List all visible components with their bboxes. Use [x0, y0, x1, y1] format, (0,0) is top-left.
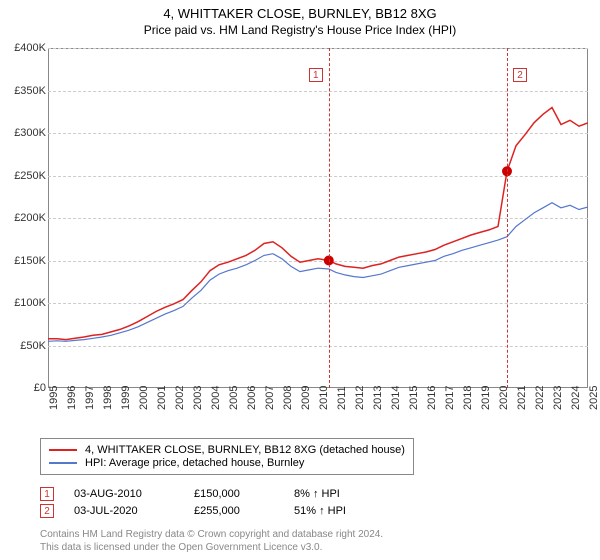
x-axis-tick: 2013: [372, 386, 384, 410]
page-subtitle: Price paid vs. HM Land Registry's House …: [0, 23, 600, 37]
page-title: 4, WHITTAKER CLOSE, BURNLEY, BB12 8XG: [0, 6, 600, 21]
x-axis-tick: 1999: [120, 386, 132, 410]
x-axis-tick: 2017: [444, 386, 456, 410]
sale-marker-label: 1: [309, 68, 323, 82]
y-axis-tick: £400K: [14, 42, 46, 54]
x-axis-tick: 2006: [246, 386, 258, 410]
x-axis-tick: 2018: [462, 386, 474, 410]
x-axis-tick: 2009: [300, 386, 312, 410]
x-axis-tick: 1995: [48, 386, 60, 410]
x-axis-tick: 1997: [84, 386, 96, 410]
x-axis-tick: 2001: [156, 386, 168, 410]
x-axis-tick: 2022: [534, 386, 546, 410]
y-axis-tick: £200K: [14, 212, 46, 224]
y-axis-tick: £0: [34, 382, 46, 394]
footer-line: Contains HM Land Registry data © Crown c…: [40, 528, 383, 541]
sale-marker-label: 2: [513, 68, 527, 82]
y-axis-tick: £50K: [20, 340, 46, 352]
sale-badge: 2: [40, 504, 54, 518]
x-axis-tick: 2002: [174, 386, 186, 410]
x-axis-tick: 2021: [516, 386, 528, 410]
x-axis-tick: 2023: [552, 386, 564, 410]
y-axis-tick: £100K: [14, 297, 46, 309]
sale-date: 03-JUL-2020: [74, 505, 174, 517]
chart-legend: 4, WHITTAKER CLOSE, BURNLEY, BB12 8XG (d…: [40, 438, 414, 475]
sale-row: 1 03-AUG-2010 £150,000 8% ↑ HPI: [40, 487, 394, 501]
x-axis-tick: 2012: [354, 386, 366, 410]
sale-date: 03-AUG-2010: [74, 488, 174, 500]
x-axis-tick: 1998: [102, 386, 114, 410]
legend-item: 4, WHITTAKER CLOSE, BURNLEY, BB12 8XG (d…: [49, 444, 405, 456]
x-axis-tick: 2003: [192, 386, 204, 410]
x-axis-tick: 2005: [228, 386, 240, 410]
y-axis-tick: £150K: [14, 255, 46, 267]
y-axis-tick: £300K: [14, 127, 46, 139]
sale-price: £150,000: [194, 488, 274, 500]
legend-item: HPI: Average price, detached house, Burn…: [49, 457, 405, 469]
x-axis-tick: 2015: [408, 386, 420, 410]
footer-license: Contains HM Land Registry data © Crown c…: [40, 528, 383, 554]
sale-badge: 1: [40, 487, 54, 501]
sales-table: 1 03-AUG-2010 £150,000 8% ↑ HPI 2 03-JUL…: [40, 484, 394, 521]
x-axis-tick: 2000: [138, 386, 150, 410]
y-axis-tick: £350K: [14, 85, 46, 97]
legend-label: HPI: Average price, detached house, Burn…: [85, 457, 304, 469]
sale-row: 2 03-JUL-2020 £255,000 51% ↑ HPI: [40, 504, 394, 518]
x-axis-tick: 2024: [570, 386, 582, 410]
x-axis-tick: 2007: [264, 386, 276, 410]
x-axis-tick: 2014: [390, 386, 402, 410]
sale-pct: 8% ↑ HPI: [294, 488, 394, 500]
x-axis-tick: 2019: [480, 386, 492, 410]
sale-pct: 51% ↑ HPI: [294, 505, 394, 517]
x-axis-tick: 1996: [66, 386, 78, 410]
footer-line: This data is licensed under the Open Gov…: [40, 541, 383, 554]
x-axis-tick: 2011: [336, 386, 348, 410]
sale-vline: [507, 48, 508, 388]
sale-vline: [329, 48, 330, 388]
x-axis-tick: 2025: [588, 386, 600, 410]
x-axis-tick: 2010: [318, 386, 330, 410]
legend-swatch: [49, 449, 77, 451]
legend-label: 4, WHITTAKER CLOSE, BURNLEY, BB12 8XG (d…: [85, 444, 405, 456]
x-axis-tick: 2016: [426, 386, 438, 410]
x-axis-tick: 2008: [282, 386, 294, 410]
legend-swatch: [49, 462, 77, 464]
sale-price: £255,000: [194, 505, 274, 517]
y-axis-tick: £250K: [14, 170, 46, 182]
x-axis-tick: 2020: [498, 386, 510, 410]
x-axis-tick: 2004: [210, 386, 222, 410]
